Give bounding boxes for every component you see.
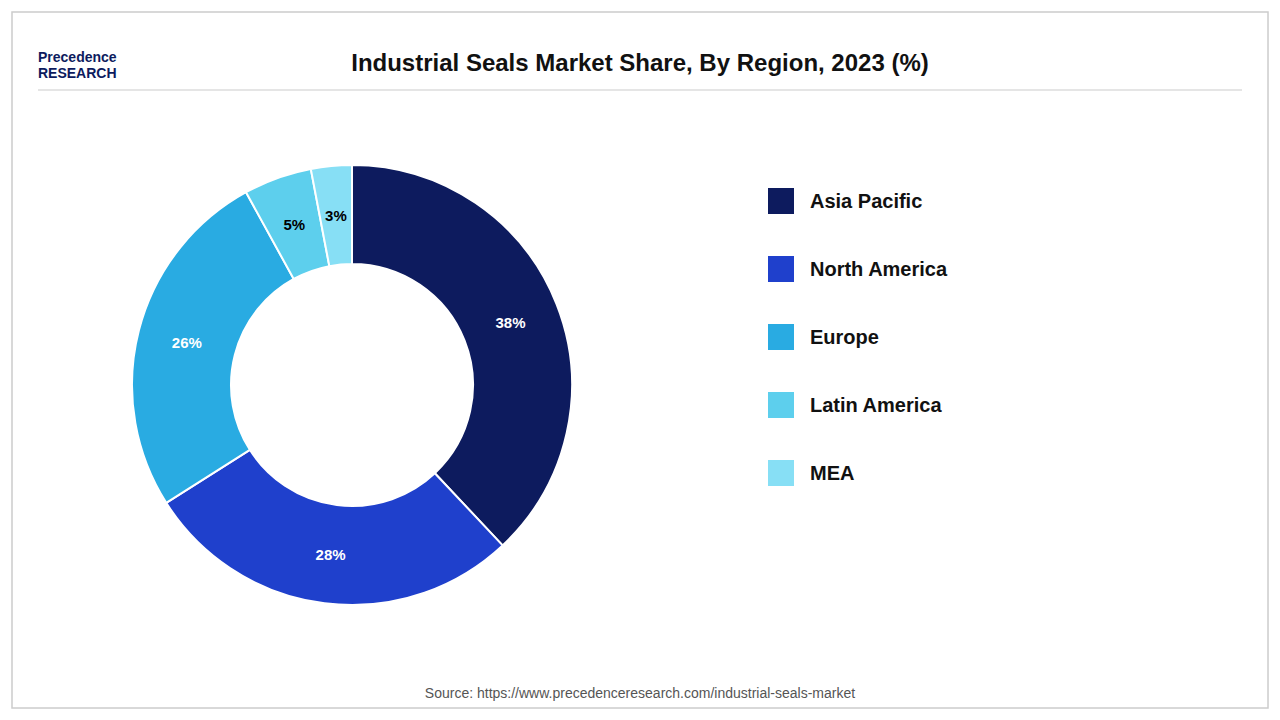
legend-swatch [768, 256, 794, 282]
legend-label: MEA [810, 462, 854, 484]
legend: Asia Pacific North America Europe Latin Ame… [768, 188, 948, 486]
donut [132, 165, 572, 605]
data-label: 26% [172, 334, 202, 351]
donut-slice [311, 165, 352, 266]
data-labels: 38% 28% 26% 5% 3% [172, 207, 526, 563]
legend-label: North America [810, 258, 948, 280]
data-label: 28% [316, 546, 346, 563]
data-label: 38% [496, 314, 526, 331]
data-label: 3% [325, 207, 347, 224]
legend-swatch [768, 188, 794, 214]
legend-swatch [768, 460, 794, 486]
logo-text: Precedence [38, 49, 117, 65]
title-rule [38, 89, 1242, 90]
donut-slice [166, 450, 502, 605]
data-label: 5% [283, 216, 305, 233]
legend-swatch [768, 324, 794, 350]
donut-slice [352, 165, 572, 545]
legend-label: Latin America [810, 394, 942, 416]
source: Source: https://www.precedenceresearch.c… [425, 685, 855, 701]
legend-label: Asia Pacific [810, 190, 922, 212]
page-border [12, 12, 1268, 708]
logo-text: RESEARCH [38, 65, 117, 81]
legend-swatch [768, 392, 794, 418]
title: Industrial Seals Market Share, By Region… [351, 49, 929, 76]
legend-label: Europe [810, 326, 879, 348]
chart: PrecedenceRESEARCH Industrial Seals Marke… [0, 0, 1280, 720]
donut-slice [132, 192, 294, 503]
